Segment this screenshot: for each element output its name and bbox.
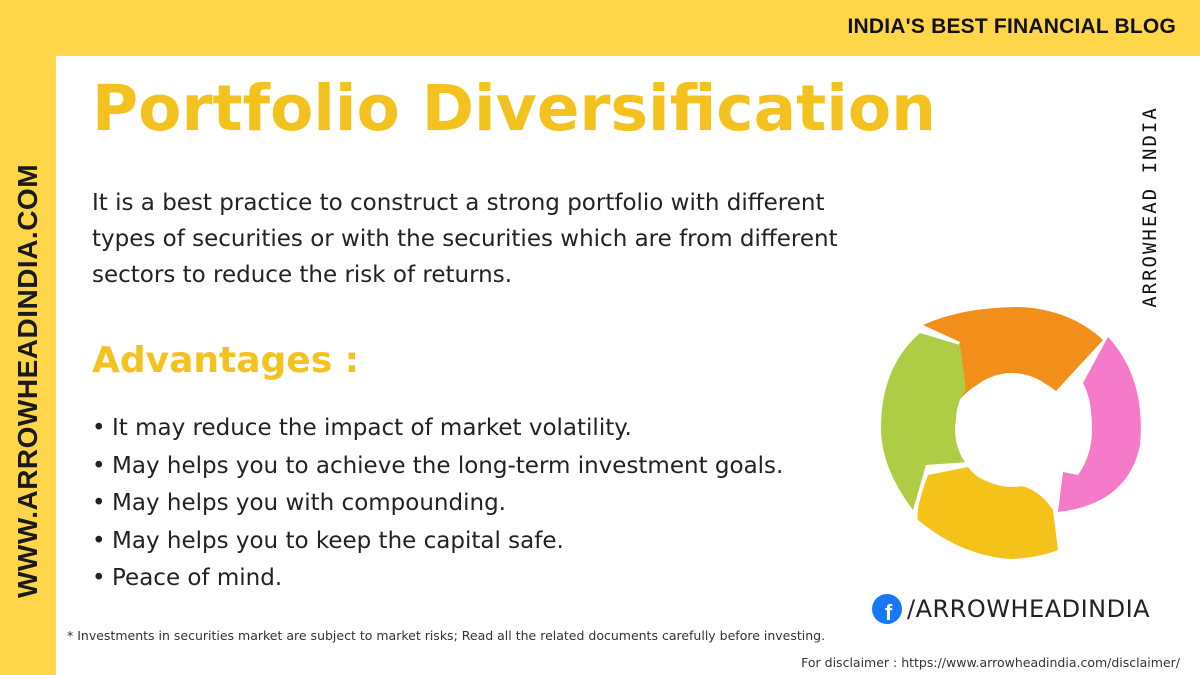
facebook-link[interactable]: f /ARROWHEADINDIA	[872, 594, 1150, 624]
list-item-text: May helps you to achieve the long-term i…	[112, 452, 784, 479]
list-item: • Peace of mind.	[92, 560, 783, 598]
list-item: • May helps you to keep the capital safe.	[92, 523, 783, 561]
cycle-segment-right	[1058, 337, 1141, 512]
facebook-handle[interactable]: /ARROWHEADINDIA	[907, 595, 1151, 623]
cycle-center	[955, 373, 1069, 487]
list-item: • May helps you to achieve the long-term …	[92, 448, 783, 486]
cycle-segment-top	[923, 307, 1103, 402]
top-banner: INDIA'S BEST FINANCIAL BLOG	[0, 0, 1200, 56]
list-item-text: May helps you with compounding.	[112, 490, 506, 516]
cycle-segment-bottom	[917, 467, 1058, 559]
list-item: • It may reduce the impact of market vola…	[92, 410, 783, 448]
list-item-text: It may reduce the impact of market volat…	[112, 415, 632, 441]
cycle-segment-left	[881, 333, 968, 510]
intro-paragraph: It is a best practice to construct a str…	[92, 190, 838, 288]
page-title: Portfolio Diversification	[92, 72, 936, 145]
cycle-diagram-icon	[881, 307, 1141, 559]
facebook-icon[interactable]: f	[872, 594, 902, 624]
website-url-vertical[interactable]: WWW.ARROWHEADINDIA.COM	[12, 163, 43, 599]
list-item: • May helps you with compounding.	[92, 485, 783, 523]
advantages-heading: Advantages :	[92, 340, 360, 381]
advantages-list: • It may reduce the impact of market vola…	[92, 410, 783, 598]
list-item-text: May helps you to keep the capital safe.	[112, 527, 564, 554]
bullet-icon: •	[92, 565, 106, 591]
bullet-icon: •	[92, 452, 106, 479]
bullet-icon: •	[92, 527, 106, 554]
bullet-icon: •	[92, 415, 106, 441]
blog-tagline: INDIA'S BEST FINANCIAL BLOG	[847, 15, 1176, 38]
risk-disclaimer: * Investments in securities market are s…	[67, 628, 826, 643]
bullet-icon: •	[92, 490, 106, 516]
list-item-text: Peace of mind.	[112, 565, 283, 591]
disclaimer-url[interactable]: For disclaimer : https://www.arrowheadin…	[801, 655, 1180, 670]
